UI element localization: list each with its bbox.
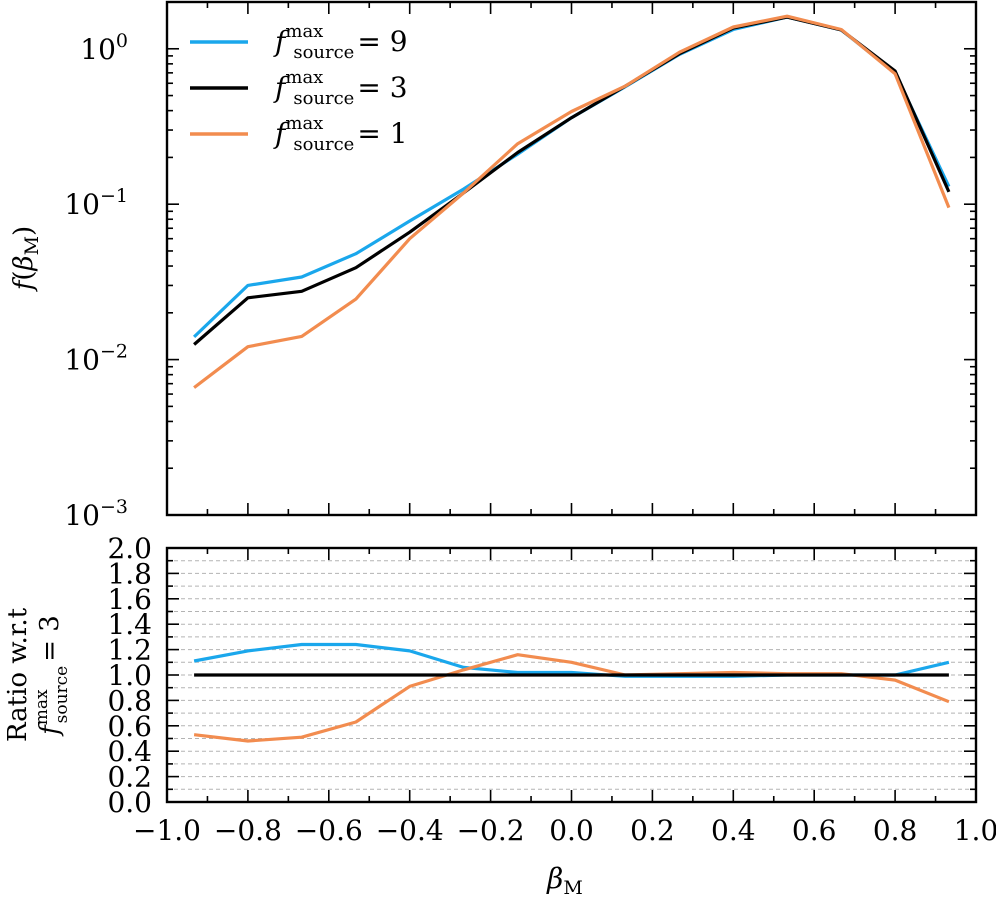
bottom-y-tick-label: 0.0	[107, 786, 152, 819]
x-tick-label: 0.2	[630, 814, 675, 847]
bottom-y-tick-label: 0.8	[107, 684, 152, 717]
top-y-ticks: 10−3 10−2 10−1 100	[64, 1, 976, 532]
bottom-y-tick-label: 1.6	[107, 583, 152, 616]
bottom-y-tick-label: 0.6	[107, 710, 152, 743]
bottom-panel: 0.00.20.40.60.81.01.21.41.61.82.0 −1.0 −0…	[107, 532, 996, 847]
top-y-tick-label: 100	[80, 30, 128, 66]
x-tick-label: 0.6	[792, 814, 837, 847]
bottom-y-tick-label: 1.2	[107, 634, 152, 667]
top-plot-frame	[165, 0, 978, 517]
x-tick-label: −1.0	[133, 814, 201, 847]
x-tick-label: 0.4	[711, 814, 756, 847]
x-tick-label: −0.6	[295, 814, 363, 847]
bottom-y-tick-label: 1.4	[107, 608, 152, 641]
x-tick-label: 0.0	[549, 814, 594, 847]
x-tick-label: 0.8	[873, 814, 918, 847]
bottom-y-axis-label-line1: Ratio w.r.t	[3, 607, 33, 742]
top-y-axis-label: f(βM)	[9, 226, 43, 292]
bottom-y-tick-label: 0.2	[107, 761, 152, 794]
bottom-y-tick-label: 1.8	[107, 557, 152, 590]
legend-entry: fmax source = 1	[273, 113, 408, 155]
bottom-y-tick-label: 1.0	[107, 659, 152, 692]
bottom-y-tick-label: 0.4	[107, 735, 152, 768]
x-axis-label: βM	[546, 862, 583, 899]
top-y-tick-label: 10−1	[64, 185, 128, 221]
bottom-plot-frame	[165, 546, 978, 804]
x-tick-label: −0.4	[376, 814, 444, 847]
bottom-series-line-2	[193, 653, 950, 743]
bottom-x-ticks: −1.0 −0.8 −0.6 −0.4 −0.2 0.0 0.2 0.4 0.6 0.8 1.0	[133, 548, 996, 847]
top-panel: 10−3 10−2 10−1 100	[64, 0, 978, 532]
bottom-grid	[167, 560, 976, 790]
bottom-y-ticks: 0.00.20.40.60.81.01.21.41.61.82.0	[107, 532, 976, 819]
legend-entry: fmax source = 3	[273, 67, 408, 109]
top-y-tick-label: 10−3	[64, 496, 128, 532]
top-y-tick-label: 10−2	[64, 341, 128, 377]
x-tick-label: −0.2	[457, 814, 525, 847]
x-tick-label: 1.0	[954, 814, 996, 847]
bottom-y-tick-label: 2.0	[107, 532, 152, 565]
top-series-line-2	[193, 14, 951, 389]
bottom-series-lines	[193, 642, 950, 743]
legend-entry: fmax source = 9	[273, 21, 408, 63]
x-tick-label: −0.8	[214, 814, 282, 847]
top-series-lines	[192, 14, 951, 389]
bottom-y-axis-label-line2: fmaxsource= 3	[32, 615, 72, 737]
